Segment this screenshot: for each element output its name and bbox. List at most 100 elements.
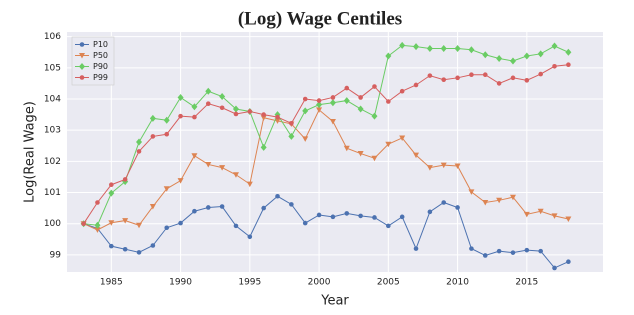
marker [523,211,530,218]
x-tick-label: 2000 [308,278,331,288]
marker [192,208,197,214]
marker [302,136,309,142]
marker [413,152,420,159]
marker [482,253,488,258]
marker [510,75,516,81]
marker [136,250,142,255]
marker [150,134,156,139]
marker [565,48,572,56]
marker [164,131,170,137]
marker [343,97,350,105]
marker [150,243,156,248]
legend-label: P10 [93,40,108,49]
marker [426,45,433,53]
marker [79,63,85,70]
y-tick-label: 101 [44,188,61,198]
marker [122,218,129,224]
series-line [83,195,569,269]
marker [178,113,183,119]
marker [178,220,183,226]
y-tick-label: 105 [44,63,61,73]
marker [136,222,143,229]
x-tick-label: 1990 [169,278,192,288]
marker [482,51,489,59]
marker [552,63,557,69]
marker [523,52,530,60]
y-tick-label: 99 [50,250,62,260]
marker [149,204,156,210]
marker [413,82,419,88]
marker [261,205,266,211]
y-tick-label: 104 [44,95,61,105]
marker [192,114,197,120]
marker [441,77,447,82]
x-tick-label: 1985 [100,278,123,288]
marker [496,81,502,86]
marker [191,153,198,159]
marker [357,151,364,157]
x-tick-label: 1995 [238,278,261,288]
legend-label: P50 [93,51,108,60]
marker [246,181,253,188]
marker [108,189,115,197]
marker [316,101,323,109]
marker [79,53,85,59]
x-axis-label: Year [320,294,349,309]
marker [330,214,336,220]
marker [205,205,211,210]
marker [109,243,114,249]
y-tick-label: 103 [44,126,61,136]
marker [455,205,460,210]
marker [565,216,572,223]
marker [440,45,447,53]
marker [357,105,364,113]
marker [329,118,336,125]
marker [551,213,558,219]
marker [261,112,266,117]
marker [163,116,170,124]
marker [163,186,170,192]
marker [343,145,350,152]
marker [289,202,294,207]
marker [372,215,377,220]
marker [468,189,475,195]
marker [81,221,86,226]
marker [316,107,323,113]
marker [399,214,405,220]
marker [247,234,253,240]
marker [344,211,350,216]
marker [371,155,378,162]
marker [302,96,308,102]
marker [426,165,433,171]
marker [289,121,294,126]
marker [94,227,101,233]
marker [538,248,543,254]
marker [149,114,156,122]
marker [386,99,391,104]
marker [191,103,198,111]
marker [122,246,128,252]
marker [385,141,392,148]
marker [316,212,322,218]
marker [372,84,377,89]
marker [302,220,308,226]
series-line [83,64,569,224]
marker [509,57,516,65]
marker [469,72,474,78]
marker [413,43,420,51]
marker [551,42,558,50]
marker [288,132,295,140]
marker [454,45,461,53]
marker [537,208,544,215]
marker [496,54,503,62]
marker [205,161,212,168]
marker [109,182,114,188]
marker [552,265,557,271]
marker [79,75,85,80]
marker [219,165,226,171]
marker [177,178,184,184]
y-axis-label: Log(Real Wage) [23,101,38,203]
marker [399,88,405,94]
marker [219,93,226,101]
